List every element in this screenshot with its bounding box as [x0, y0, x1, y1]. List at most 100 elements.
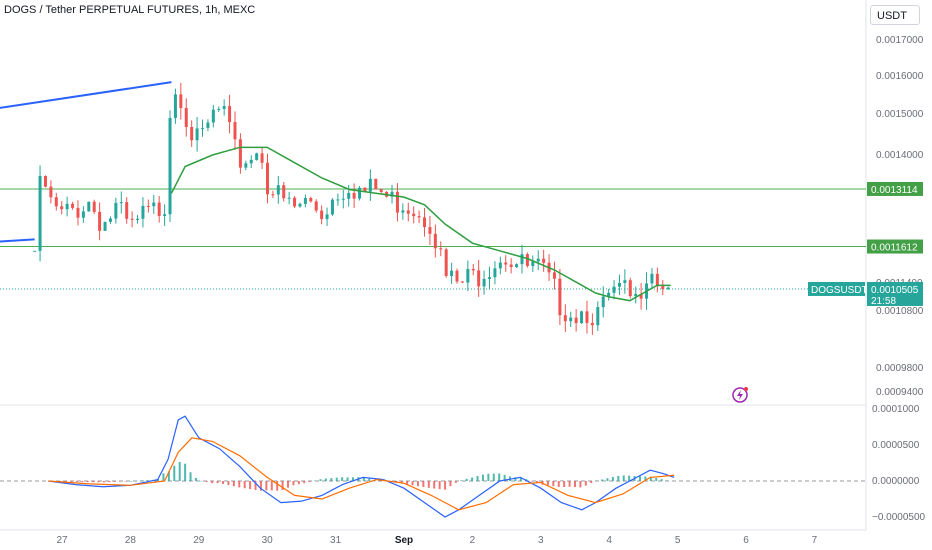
candle-body	[271, 194, 275, 196]
time-tick-label: Sep	[395, 535, 413, 546]
candle-body	[666, 287, 670, 290]
candle-body	[634, 293, 638, 297]
time-tick-label: 6	[743, 535, 749, 546]
macd-histogram-bar	[341, 477, 344, 481]
macd-tick-label: 0.0000500	[872, 440, 920, 451]
candle-body	[233, 122, 237, 140]
candle-body	[558, 278, 562, 316]
macd-histogram-bar	[574, 481, 576, 488]
candle-body	[590, 322, 594, 326]
macd-histogram-bar	[552, 481, 555, 487]
macd-histogram-bar	[606, 478, 609, 481]
macd-histogram-bar	[243, 481, 246, 489]
time-tick-label: 29	[193, 535, 205, 546]
candle-body	[152, 202, 156, 207]
candle-body	[525, 254, 529, 266]
candle-body	[580, 311, 584, 324]
time-tick-label: 31	[330, 535, 342, 546]
macd-histogram-bar	[476, 476, 479, 481]
candle-body	[195, 128, 199, 141]
candle-body	[623, 280, 627, 283]
candle-body	[374, 178, 378, 190]
candle-body	[76, 207, 80, 218]
candle-body	[628, 280, 632, 297]
currency-button[interactable]: USDT	[870, 5, 920, 25]
candle-body	[433, 233, 437, 249]
price-tick-label: 0.0009800	[876, 363, 924, 374]
upper-trendline	[0, 81, 172, 109]
symbol-tag	[808, 281, 865, 296]
candle-body	[574, 317, 578, 324]
macd-histogram-bar	[119, 481, 122, 482]
macd-histogram-bar	[184, 463, 187, 481]
candle-body	[569, 317, 573, 322]
macd-histogram-bar	[227, 481, 230, 486]
candle-body	[217, 108, 221, 110]
candle-body	[320, 210, 324, 220]
candle-body	[612, 286, 616, 293]
candle-body	[330, 199, 334, 215]
macd-histogram-bar	[303, 481, 306, 484]
candle-body	[368, 178, 372, 192]
macd-histogram-bar	[622, 475, 625, 481]
macd-histogram-bar	[205, 481, 208, 482]
candle-body	[607, 292, 611, 297]
macd-histogram-bar	[162, 473, 165, 481]
macd-histogram-bar	[129, 480, 132, 482]
candle-body	[303, 197, 307, 204]
macd-histogram-bar	[281, 481, 284, 490]
candle-body	[655, 273, 659, 287]
macd-histogram-bar	[135, 480, 138, 482]
macd-histogram-bar	[666, 480, 669, 481]
candle-body	[531, 261, 535, 266]
candle-body	[146, 205, 150, 207]
macd-histogram-bar	[178, 462, 181, 481]
candle-body	[412, 213, 416, 217]
macd-histogram-bar	[232, 481, 235, 487]
macd-histogram-bar	[368, 478, 371, 481]
macd-tick-label: 0.0001000	[872, 404, 920, 415]
macd-histogram-bar	[438, 481, 441, 490]
candle-body	[309, 197, 313, 202]
alert-icon	[732, 387, 748, 403]
macd-histogram-bar	[617, 475, 620, 481]
candle-body	[43, 176, 47, 187]
candle-body	[347, 192, 351, 199]
macd-histogram-bar	[601, 479, 604, 481]
candle-body	[276, 185, 280, 195]
symbol-label: DOGSUSDT.P	[811, 285, 876, 296]
candle-body	[509, 264, 513, 268]
candle-body	[650, 273, 654, 284]
macd-histogram-bar	[276, 481, 279, 491]
macd-histogram-bar	[519, 477, 522, 481]
macd-histogram-bar	[492, 473, 495, 481]
candle-body	[477, 270, 481, 287]
lower-trendline	[0, 238, 35, 243]
macd-histogram-bar	[406, 481, 409, 485]
candle-body	[466, 268, 470, 283]
candle-body	[423, 217, 427, 228]
macd-histogram-bar	[70, 481, 73, 482]
time-tick-label: 5	[675, 535, 681, 546]
candle-body	[439, 248, 443, 250]
candle-body	[336, 199, 340, 201]
candle-body	[314, 201, 318, 211]
macd-histogram-bar	[146, 480, 149, 481]
candle-body	[352, 192, 356, 199]
macd-histogram-bar	[362, 477, 365, 481]
candle-body	[417, 216, 421, 218]
price-tick-label: 0.0010800	[876, 306, 924, 317]
macd-histogram-bar	[416, 481, 419, 487]
moving-average-line	[170, 146, 671, 302]
macd-histogram-bar	[557, 481, 560, 487]
macd-histogram-bar	[503, 474, 506, 481]
candle-body	[49, 186, 53, 198]
candle-body	[228, 106, 232, 123]
macd-histogram-bar	[330, 478, 333, 481]
macd-histogram-bar	[64, 481, 67, 482]
macd-histogram-bar	[292, 481, 295, 486]
macd-histogram-bar	[655, 477, 658, 481]
time-tick-label: 27	[56, 535, 68, 546]
macd-histogram-bar	[563, 481, 566, 488]
